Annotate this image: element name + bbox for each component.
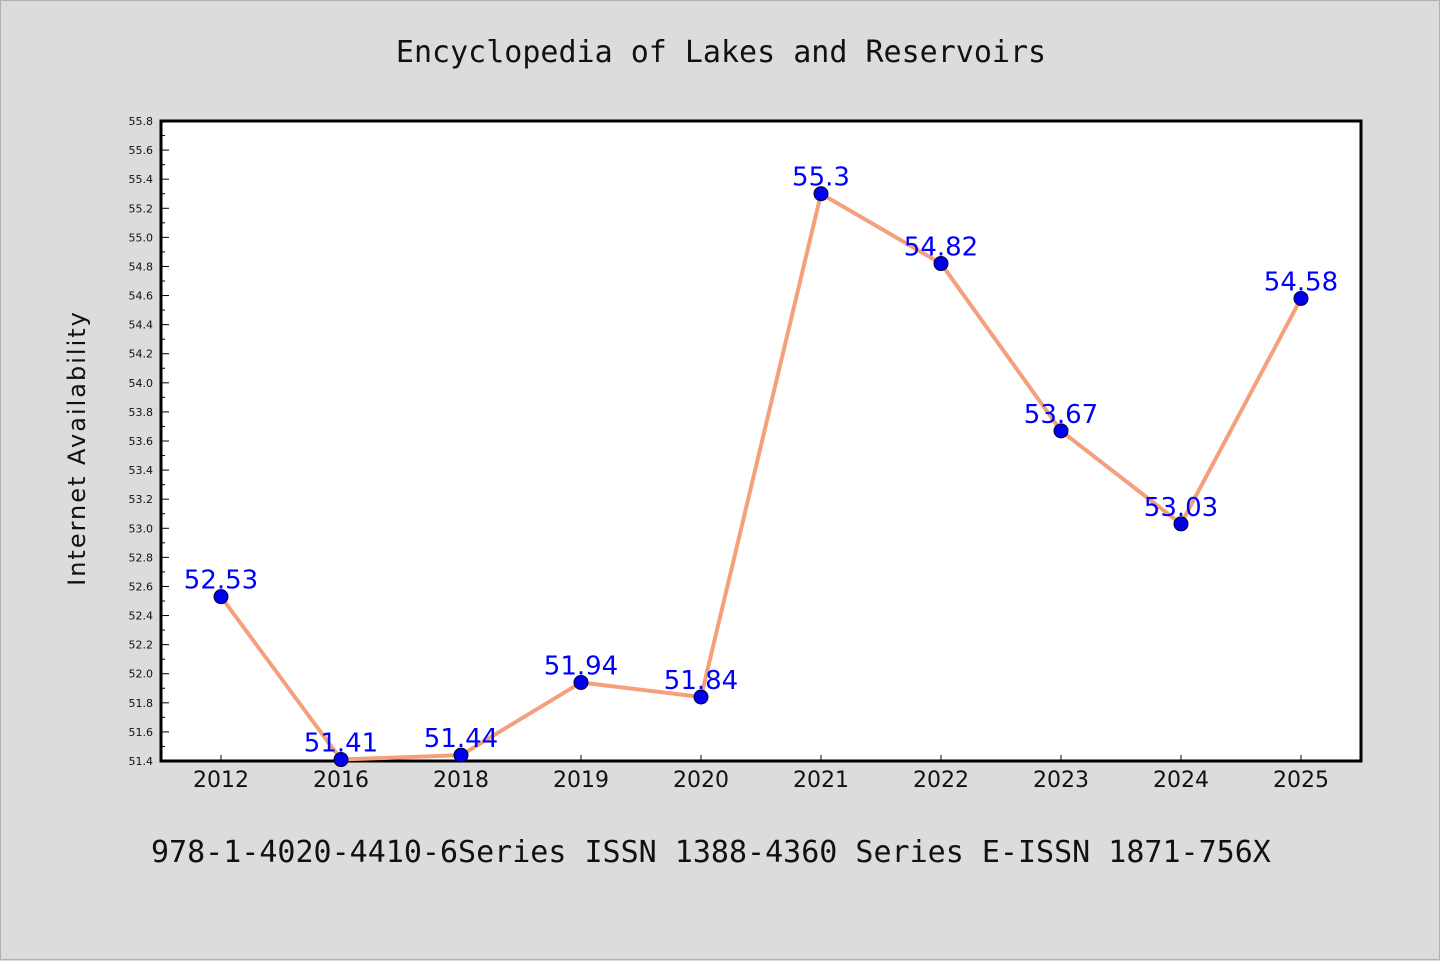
x-tick-label: 2020 — [673, 768, 729, 793]
y-tick-label: 54.8 — [129, 260, 154, 273]
x-tick-label: 2012 — [193, 768, 249, 793]
x-tick-label: 2018 — [433, 768, 489, 793]
chart-title: Encyclopedia of Lakes and Reservoirs — [395, 35, 1047, 70]
y-tick-label: 52.0 — [129, 668, 154, 681]
y-tick-label: 55.6 — [129, 144, 154, 157]
data-point — [213, 589, 229, 605]
data-label: 51.94 — [544, 651, 618, 681]
data-label: 53.03 — [1144, 493, 1218, 523]
data-label: 55.3 — [792, 163, 850, 193]
y-tick-label: 53.0 — [129, 522, 154, 535]
y-tick-label: 52.4 — [129, 610, 154, 623]
data-point — [693, 689, 709, 705]
y-tick-label: 54.4 — [129, 319, 154, 332]
data-point — [1173, 516, 1189, 532]
y-tick-label: 52.8 — [129, 551, 154, 564]
footer-text: 978-1-4020-4410-6Series ISSN 1388-4360 S… — [151, 835, 1271, 870]
data-point — [933, 256, 949, 272]
data-point — [453, 747, 469, 763]
x-tick-label: 2025 — [1273, 768, 1329, 793]
data-label: 54.58 — [1264, 267, 1338, 297]
data-label: 52.53 — [184, 566, 258, 596]
x-tick-label: 2016 — [313, 768, 369, 793]
data-label: 51.44 — [424, 724, 498, 754]
data-point — [813, 186, 829, 202]
y-tick-label: 55.2 — [129, 202, 154, 215]
x-tick-label: 2021 — [793, 768, 849, 793]
y-tick-label: 54.2 — [129, 348, 154, 361]
x-tick-label: 2024 — [1153, 768, 1209, 793]
y-tick-label: 55.4 — [129, 173, 154, 186]
data-label: 53.67 — [1024, 400, 1098, 430]
y-tick-label: 51.8 — [129, 697, 154, 710]
y-tick-label: 53.2 — [129, 493, 154, 506]
data-label: 51.41 — [304, 729, 378, 759]
data-label: 54.82 — [904, 233, 978, 263]
data-label: 51.84 — [664, 666, 738, 696]
y-tick-label: 54.6 — [129, 290, 154, 303]
x-tick-label: 2019 — [553, 768, 609, 793]
data-point — [333, 752, 349, 768]
series-line — [219, 191, 1303, 762]
y-tick-label: 52.6 — [129, 580, 154, 593]
y-tick-label: 55.8 — [129, 115, 154, 128]
x-tick-label: 2023 — [1033, 768, 1089, 793]
y-tick-label: 55.0 — [129, 231, 154, 244]
y-tick-label: 53.6 — [129, 435, 154, 448]
x-tick-label: 2022 — [913, 768, 969, 793]
data-point — [1293, 290, 1309, 306]
y-tick-label: 51.4 — [129, 755, 154, 768]
y-tick-label: 54.0 — [129, 377, 154, 390]
y-tick-label: 51.6 — [129, 726, 154, 739]
y-tick-label: 53.8 — [129, 406, 154, 419]
data-point — [573, 674, 589, 690]
y-tick-label: 52.2 — [129, 639, 154, 652]
data-point — [1053, 423, 1069, 439]
y-tick-label: 53.4 — [129, 464, 154, 477]
